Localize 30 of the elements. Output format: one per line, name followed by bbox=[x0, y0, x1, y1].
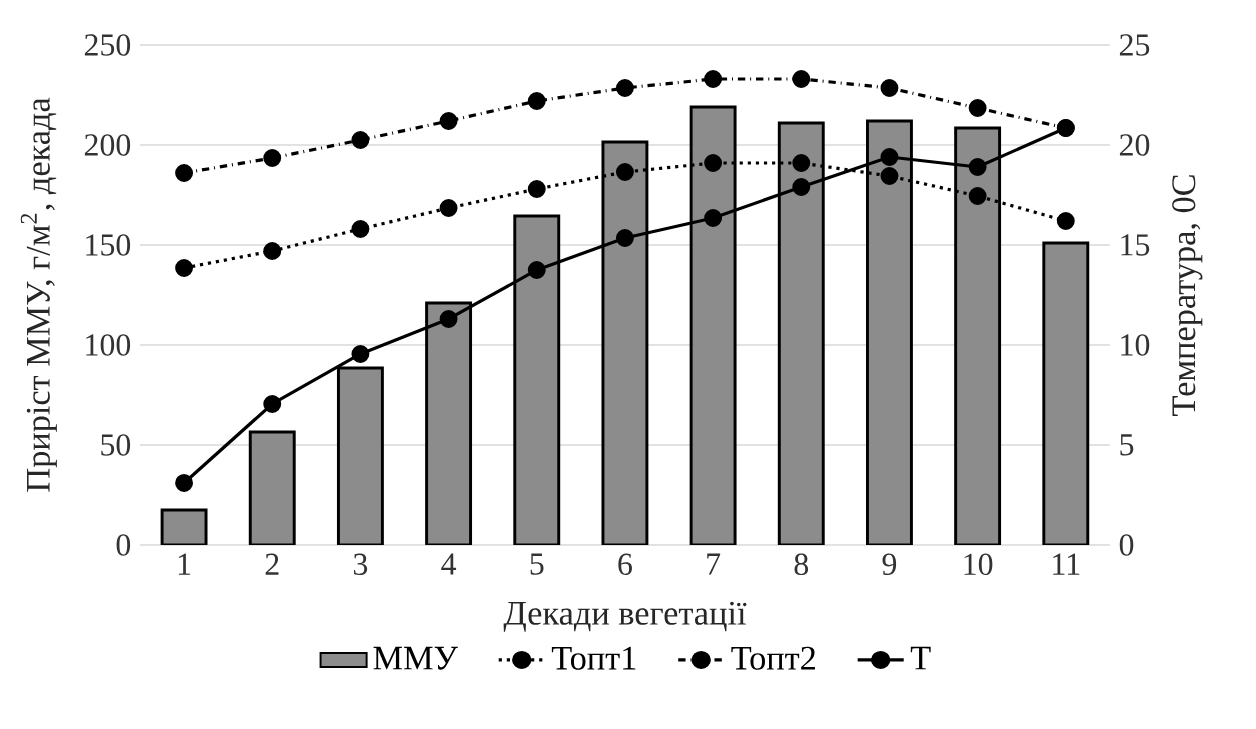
legend-label: Топт2 bbox=[731, 646, 815, 670]
y-tick-label: 50 bbox=[101, 434, 131, 456]
y-tick-label: 200 bbox=[84, 134, 131, 156]
x-tick-label: 1 bbox=[178, 553, 191, 575]
legend-label: Т bbox=[910, 646, 931, 670]
y2-axis-title: Температура, 0С bbox=[1172, 175, 1203, 416]
x-tick-label: 2 bbox=[265, 553, 279, 575]
x-tick-label: 9 bbox=[882, 553, 897, 576]
legend-label: ММУ bbox=[373, 646, 458, 670]
y2-tick-label: 15 bbox=[1121, 234, 1150, 256]
y-axis-title: Приріст ММУ, г/м$^{2}$, декада bbox=[20, 97, 57, 492]
x-tick-label: 6 bbox=[618, 553, 632, 576]
y2-tick-label: 5 bbox=[1120, 434, 1134, 456]
x-tick-label: 4 bbox=[441, 553, 457, 575]
y2-tick-label: 10 bbox=[1121, 334, 1150, 356]
y-tick-label: 0 bbox=[116, 534, 131, 556]
x-tick-label: 5 bbox=[530, 553, 544, 575]
x-tick-label: 3 bbox=[353, 553, 368, 576]
x-tick-label: 7 bbox=[707, 553, 721, 575]
x-tick-label: 11 bbox=[1053, 553, 1080, 575]
x-tick-label: 8 bbox=[794, 553, 809, 576]
y-tick-label: 150 bbox=[86, 234, 131, 256]
y-tick-label: 250 bbox=[84, 34, 131, 56]
x-axis-title: Декади вегетації bbox=[503, 601, 747, 632]
legend-label: Топт1 bbox=[551, 646, 636, 670]
y2-tick-label: 20 bbox=[1119, 134, 1150, 156]
y2-tick-label: 0 bbox=[1119, 534, 1134, 556]
x-tick-label: 10 bbox=[964, 553, 993, 576]
y-tick-label: 100 bbox=[86, 334, 131, 356]
y2-tick-label: 25 bbox=[1119, 34, 1150, 56]
